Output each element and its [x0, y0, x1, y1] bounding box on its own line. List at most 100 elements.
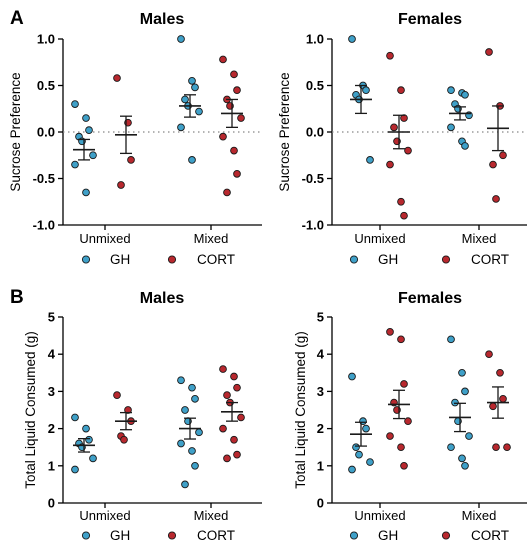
- data-point-gh: [461, 387, 469, 396]
- data-point-cort: [397, 443, 405, 452]
- data-point-gh: [362, 424, 370, 433]
- data-point-gh: [461, 142, 469, 150]
- data-point-cort: [127, 156, 135, 164]
- data-point-cort: [400, 461, 408, 470]
- data-point-cort: [230, 146, 238, 155]
- data-point-cort: [499, 151, 507, 160]
- data-point-cort: [223, 454, 231, 463]
- data-point-gh: [447, 123, 455, 132]
- data-point-cort: [219, 132, 227, 141]
- data-point-gh: [348, 465, 356, 474]
- data-point-cort: [489, 402, 497, 411]
- data-point-cort: [485, 350, 493, 359]
- data-point-cort: [237, 413, 245, 422]
- data-point-cort: [485, 48, 493, 56]
- data-point-gh: [461, 461, 469, 470]
- data-point-cort: [120, 435, 128, 444]
- data-point-gh: [177, 123, 185, 132]
- data-point-gh: [89, 454, 97, 463]
- data-point-gh: [85, 126, 93, 134]
- legend-marker-gh: [349, 531, 359, 540]
- y-tick-label: 1.0: [37, 32, 55, 47]
- data-point-cort: [223, 391, 231, 399]
- y-tick-label: 0.5: [306, 78, 324, 93]
- y-tick-label: 2: [48, 421, 55, 436]
- y-tick-label: -1.0: [33, 218, 55, 233]
- chart-females-sucrose: Females Sucrose Preference -1.0 -0.5 0.0 0.5 1…: [277, 11, 527, 267]
- y-tick-label: -0.5: [302, 171, 324, 186]
- y-tick-label: 0.0: [37, 125, 55, 140]
- chart-males-sucrose: Males Sucrose Preference -1.0 -0.5 0.0 0.5 1.0…: [8, 11, 262, 267]
- data-point-cort: [386, 432, 394, 440]
- data-point-gh: [362, 86, 370, 95]
- legend-label-cort: CORT: [197, 252, 235, 267]
- data-point-cort: [233, 86, 241, 95]
- category-label: Unmixed: [354, 508, 405, 523]
- y-tick-label: 0.0: [306, 125, 324, 140]
- legend-marker-gh: [81, 531, 91, 540]
- data-point-gh: [465, 432, 473, 440]
- y-tick-label: 3: [48, 384, 55, 399]
- y-tick-label: -0.5: [33, 171, 55, 186]
- data-point-gh: [181, 406, 189, 414]
- data-point-gh: [85, 435, 93, 444]
- data-point-cort: [230, 435, 238, 444]
- data-point-gh: [195, 107, 203, 116]
- legend-label-cort: CORT: [471, 528, 509, 543]
- legend-label-cort: CORT: [471, 252, 509, 267]
- data-point-cort: [397, 197, 405, 206]
- chart-title: Females: [398, 290, 462, 307]
- data-point-gh: [191, 83, 199, 92]
- data-point-gh: [82, 188, 90, 197]
- data-point-gh: [82, 424, 90, 433]
- category-label: Mixed: [462, 231, 497, 246]
- y-axis-label: Sucrose Preference: [8, 72, 23, 191]
- y-tick-label: 4: [317, 347, 325, 362]
- data-point-cort: [400, 380, 408, 388]
- y-tick-label: 2: [317, 421, 324, 436]
- data-point-cort: [492, 195, 500, 203]
- legend-marker-gh: [349, 255, 359, 264]
- y-tick-label: 1: [317, 458, 324, 473]
- y-tick-label: 1.0: [306, 32, 324, 47]
- data-point-gh: [366, 458, 374, 466]
- data-point-cort: [230, 70, 238, 79]
- category-label: Unmixed: [79, 508, 130, 523]
- data-point-gh: [71, 100, 79, 108]
- data-point-gh: [181, 480, 189, 489]
- data-point-gh: [355, 450, 363, 459]
- data-point-cort: [390, 123, 398, 132]
- data-point-gh: [352, 443, 360, 452]
- y-tick-label: 0: [48, 496, 55, 511]
- data-point-cort: [233, 383, 241, 392]
- data-point-gh: [461, 90, 469, 99]
- chart-title: Males: [140, 11, 185, 28]
- data-point-cort: [233, 170, 241, 178]
- category-label: Unmixed: [79, 231, 130, 246]
- y-tick-label: 4: [48, 347, 56, 362]
- y-axis-label: Total Liquid Consumed (g): [293, 331, 308, 489]
- chart-males-liquid: Males Total Liquid Consumed (g) 0 1 2 3 4 5 Unmi…: [23, 290, 262, 543]
- data-point-cort: [219, 365, 227, 373]
- data-point-cort: [124, 406, 132, 414]
- data-point-cort: [404, 417, 412, 426]
- data-point-cort: [503, 443, 511, 452]
- legend-label-gh: GH: [110, 252, 130, 267]
- data-point-gh: [348, 372, 356, 381]
- data-point-cort: [219, 424, 227, 433]
- data-point-cort: [386, 51, 394, 60]
- data-point-cort: [397, 335, 405, 344]
- data-point-gh: [447, 86, 455, 95]
- data-point-gh: [71, 413, 79, 422]
- y-tick-label: 3: [317, 384, 324, 399]
- data-point-cort: [237, 114, 245, 122]
- data-point-gh: [177, 439, 185, 448]
- data-point-gh: [188, 383, 196, 392]
- data-point-gh: [82, 114, 90, 122]
- data-point-gh: [458, 454, 466, 463]
- data-point-cort: [219, 55, 227, 64]
- y-axis-label: Sucrose Preference: [277, 72, 292, 191]
- category-label: Mixed: [462, 508, 497, 523]
- data-point-cort: [230, 372, 238, 381]
